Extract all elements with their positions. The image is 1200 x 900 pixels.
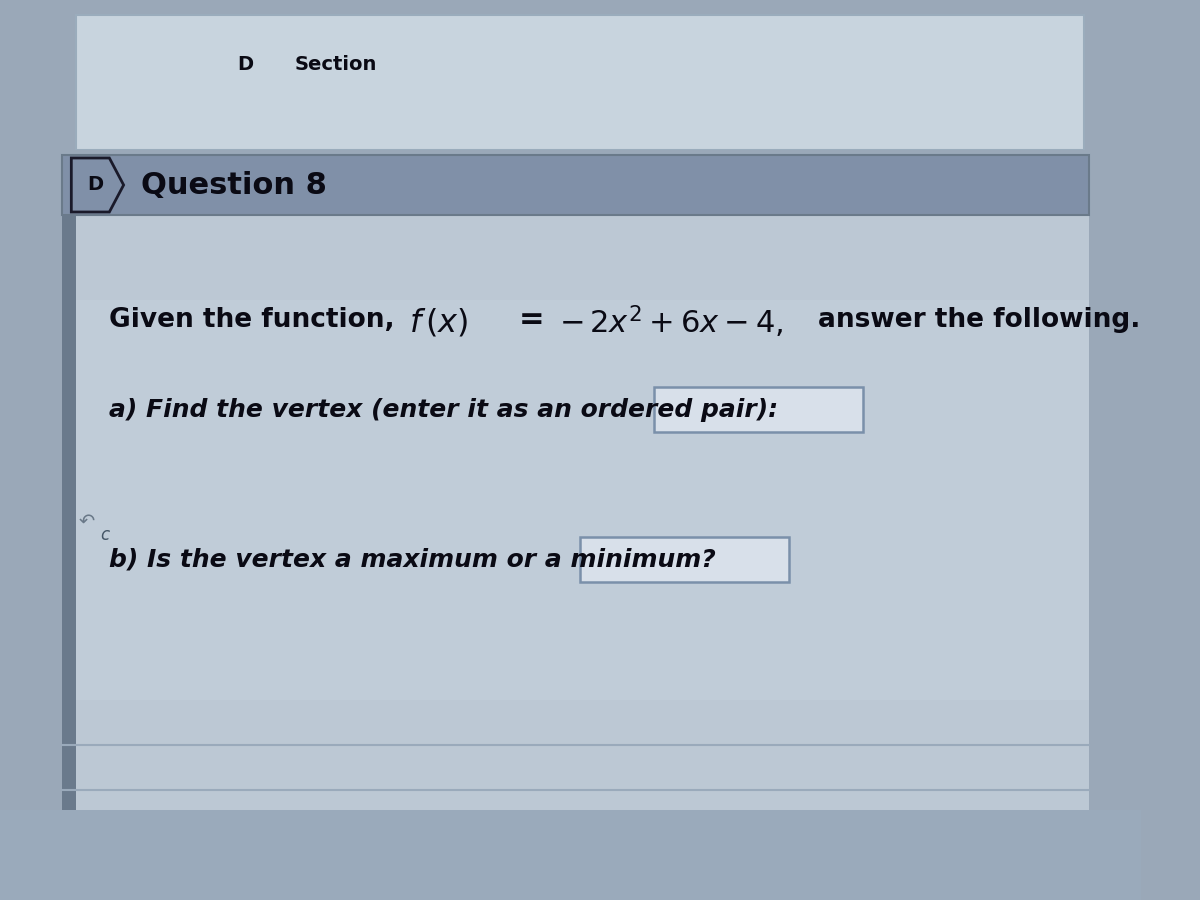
Text: $-\,2x^2 + 6x - 4,$: $-\,2x^2 + 6x - 4,$ — [559, 304, 784, 340]
Text: D: D — [88, 176, 103, 194]
Text: Question 8: Question 8 — [140, 170, 326, 200]
FancyBboxPatch shape — [654, 387, 864, 432]
Text: a) Find the vertex (enter it as an ordered pair):: a) Find the vertex (enter it as an order… — [109, 398, 779, 422]
FancyBboxPatch shape — [76, 300, 1088, 700]
FancyBboxPatch shape — [76, 15, 1084, 150]
FancyBboxPatch shape — [62, 155, 1088, 215]
Text: $\curvearrowleft$: $\curvearrowleft$ — [74, 510, 96, 529]
Text: D: D — [238, 56, 254, 75]
FancyBboxPatch shape — [62, 215, 1088, 840]
Text: c: c — [100, 526, 109, 544]
Text: =: = — [518, 305, 544, 335]
Text: Given the function,: Given the function, — [109, 307, 395, 333]
Text: answer the following.: answer the following. — [818, 307, 1140, 333]
Text: b) Is the vertex a maximum or a minimum?: b) Is the vertex a maximum or a minimum? — [109, 548, 716, 572]
FancyBboxPatch shape — [0, 150, 1141, 220]
Text: $f\,(x)$: $f\,(x)$ — [409, 306, 468, 338]
FancyBboxPatch shape — [62, 215, 76, 840]
Text: Section: Section — [295, 56, 377, 75]
FancyBboxPatch shape — [580, 537, 790, 582]
FancyBboxPatch shape — [0, 810, 1141, 900]
Polygon shape — [0, 0, 1141, 900]
